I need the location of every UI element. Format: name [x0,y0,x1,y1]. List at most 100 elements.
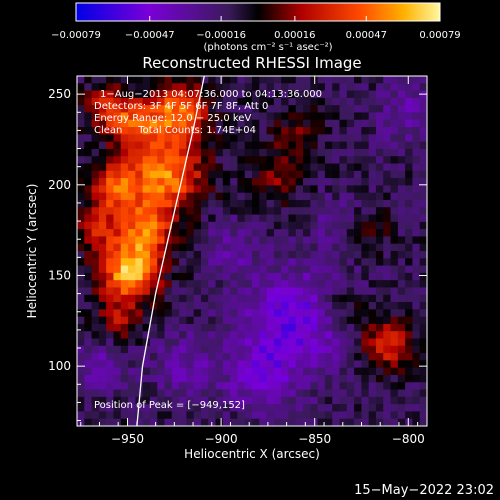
heatmap-pixel [295,287,304,296]
heatmap-pixel [91,207,100,216]
heatmap-pixel [419,207,427,216]
heatmap-pixel [193,272,202,281]
heatmap-pixel [91,389,100,398]
heatmap-pixel [120,309,129,318]
heatmap-pixel [142,178,151,186]
heatmap-pixel [98,119,107,128]
heatmap-pixel [390,309,399,318]
heatmap-pixel [332,411,341,420]
heatmap-pixel [324,323,333,332]
heatmap-pixel [346,236,355,245]
heatmap-pixel [324,302,333,310]
heatmap-pixel [98,411,107,420]
heatmap-pixel [361,76,370,84]
heatmap-pixel [295,272,304,281]
heatmap-pixel [128,214,136,223]
heatmap-pixel [179,411,187,420]
heatmap-pixel [339,148,348,157]
heatmap-pixel [230,331,239,340]
heatmap-pixel [128,389,136,398]
heatmap-pixel [113,302,122,310]
heatmap-pixel [200,353,209,361]
heatmap-pixel [244,396,253,405]
heatmap-pixel [354,170,362,179]
heatmap-image [77,76,427,426]
heatmap-pixel [332,323,341,332]
heatmap-pixel [390,141,399,150]
heatmap-pixel [288,309,297,318]
heatmap-pixel [419,229,427,238]
heatmap-pixel [397,418,406,426]
heatmap-pixel [397,221,406,230]
heatmap-pixel [354,294,362,303]
heatmap-pixel [339,229,348,238]
heatmap-pixel [252,119,260,128]
heatmap-pixel [244,127,253,135]
heatmap-pixel [98,141,107,150]
heatmap-pixel [149,90,158,99]
heatmap-pixel [332,229,341,238]
heatmap-pixel [91,236,100,245]
heatmap-pixel [164,97,173,106]
heatmap-pixel [346,331,355,340]
heatmap-pixel [98,207,107,216]
heatmap-pixel [200,272,209,281]
heatmap-pixel [179,418,187,426]
heatmap-pixel [295,374,304,383]
heatmap-pixel [113,294,122,303]
heatmap-pixel [332,316,341,325]
heatmap-pixel [368,112,377,121]
heatmap-pixel [106,396,115,405]
heatmap-pixel [77,214,85,223]
heatmap-pixel [361,243,370,252]
heatmap-pixel [368,302,377,310]
heatmap-pixel [222,185,231,194]
heatmap-pixel [259,345,268,354]
heatmap-pixel [273,411,282,420]
heatmap-pixel [339,221,348,230]
heatmap-pixel [208,185,217,194]
heatmap-pixel [317,83,326,92]
heatmap-pixel [77,251,85,259]
heatmap-pixel [390,280,399,289]
heatmap-pixel [149,265,158,274]
heatmap-pixel [281,367,290,376]
heatmap-pixel [193,236,202,245]
heatmap-pixel [375,90,384,99]
heatmap-pixel [193,396,202,405]
heatmap-pixel [91,170,100,179]
heatmap-pixel [244,156,253,165]
heatmap-pixel [252,178,260,186]
heatmap-pixel [405,112,414,121]
heatmap-pixel [208,367,217,376]
heatmap-pixel [266,192,275,201]
heatmap-pixel [77,382,85,391]
heatmap-pixel [303,251,311,259]
heatmap-pixel [222,127,231,135]
heatmap-pixel [310,331,319,340]
heatmap-pixel [84,156,93,165]
heatmap-pixel [222,105,231,114]
heatmap-pixel [120,170,129,179]
heatmap-pixel [237,309,246,318]
heatmap-pixel [397,105,406,114]
heatmap-pixel [375,141,384,150]
heatmap-pixel [84,185,93,194]
heatmap-pixel [84,389,93,398]
heatmap-pixel [266,214,275,223]
heatmap-pixel [339,309,348,318]
heatmap-pixel [84,148,93,157]
heatmap-pixel [368,258,377,267]
heatmap-pixel [230,411,239,420]
heatmap-pixel [91,280,100,289]
heatmap-pixel [237,367,246,376]
heatmap-pixel [84,382,93,391]
heatmap-pixel [200,396,209,405]
heatmap-pixel [193,199,202,208]
heatmap-pixel [273,163,282,172]
heatmap-pixel [113,199,122,208]
heatmap-pixel [84,265,93,274]
heatmap-pixel [135,265,144,274]
heatmap-pixel [179,134,187,143]
heatmap-pixel [106,170,115,179]
